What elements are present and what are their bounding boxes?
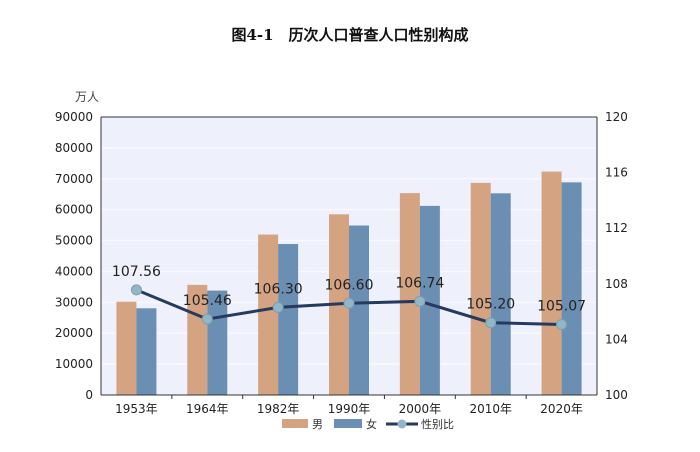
x-tick-label: 1982年 — [257, 402, 300, 416]
y-tick-label: 60000 — [55, 203, 93, 217]
sex-ratio-marker — [130, 284, 142, 296]
sex-ratio-marker — [556, 319, 568, 331]
x-tick-label: 1964年 — [186, 402, 229, 416]
data-label: 105.20 — [466, 297, 515, 313]
y-axis-unit: 万人 — [75, 90, 99, 104]
data-label: 105.46 — [183, 293, 232, 309]
bar-female — [136, 308, 157, 395]
legend-label-female: 女 — [366, 417, 377, 431]
bar-female — [278, 244, 299, 395]
sex-ratio-marker — [343, 297, 355, 309]
y2-tick-label: 120 — [605, 110, 628, 124]
bar-male — [470, 182, 491, 395]
sex-ratio-marker — [414, 295, 426, 307]
x-tick-label: 1953年 — [115, 402, 158, 416]
legend-marker-sex-ratio — [397, 419, 407, 429]
data-label: 105.07 — [537, 299, 586, 315]
bar-male — [541, 171, 562, 395]
x-tick-label: 2020年 — [540, 402, 583, 416]
bar-female — [349, 225, 369, 395]
data-label: 107.56 — [112, 264, 161, 280]
y2-tick-label: 112 — [605, 221, 628, 235]
bar-female — [561, 182, 582, 395]
y2-tick-label: 108 — [605, 277, 628, 291]
legend-label-male: 男 — [312, 418, 323, 431]
sex-ratio-marker — [485, 317, 497, 329]
data-label: 106.74 — [395, 275, 444, 291]
y-tick-label: 80000 — [55, 141, 93, 155]
legend-swatch-male — [282, 419, 308, 428]
chart-title: 图4-1 历次人口普查人口性别构成 — [231, 26, 469, 44]
data-label: 106.30 — [254, 281, 303, 297]
y-tick-label: 70000 — [55, 172, 93, 186]
y-tick-label: 0 — [85, 388, 93, 402]
bar-male — [399, 193, 420, 395]
legend-swatch-female — [334, 419, 362, 428]
y-tick-label: 90000 — [55, 110, 93, 124]
bar-female — [490, 193, 511, 395]
y-tick-label: 40000 — [55, 264, 93, 278]
y2-tick-label: 116 — [605, 166, 628, 180]
x-tick-label: 1990年 — [328, 402, 371, 416]
sex-ratio-marker — [272, 301, 284, 313]
y-tick-label: 10000 — [55, 357, 93, 371]
y-tick-label: 30000 — [55, 295, 93, 309]
x-tick-label: 2000年 — [399, 402, 442, 416]
x-tick-label: 2010年 — [469, 402, 512, 416]
bar-male — [258, 234, 279, 395]
y2-tick-label: 100 — [605, 388, 628, 402]
data-label: 106.60 — [325, 277, 374, 293]
y-tick-label: 50000 — [55, 234, 93, 248]
y-tick-label: 20000 — [55, 326, 93, 340]
bar-male — [116, 301, 137, 395]
bar-female — [419, 205, 440, 395]
sex-ratio-marker — [201, 313, 213, 325]
legend-label-sex-ratio: 性别比 — [421, 417, 454, 431]
y2-tick-label: 104 — [605, 332, 628, 346]
